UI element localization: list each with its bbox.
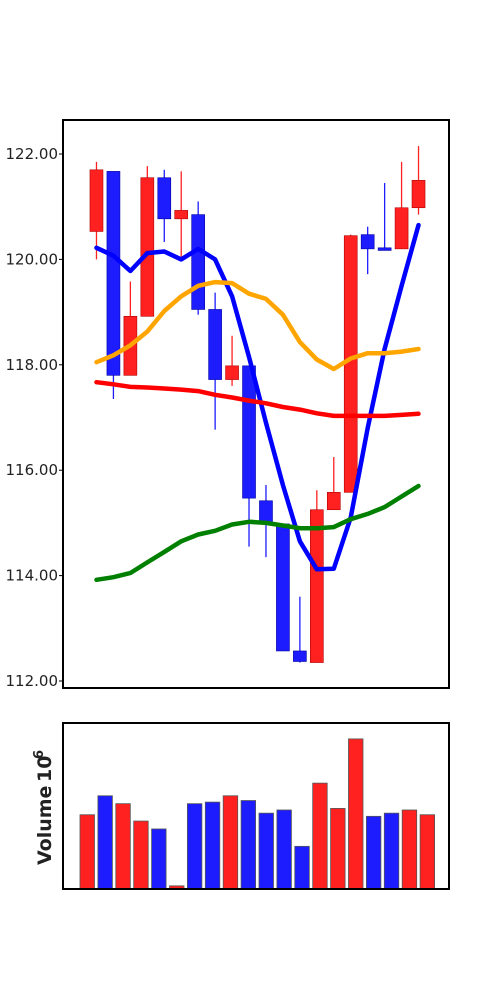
volume-axis-unit-exponent: 6 — [32, 750, 47, 759]
volume-bar — [383, 812, 400, 890]
candle — [123, 281, 138, 376]
candle-body — [140, 177, 155, 317]
y-tick-label: 120.00 — [6, 250, 59, 268]
candle — [140, 166, 155, 317]
candle-body — [310, 509, 324, 663]
candle-body — [360, 234, 375, 250]
candle-body — [242, 365, 256, 499]
candle — [89, 161, 104, 260]
volume-bar — [204, 801, 221, 890]
candle — [411, 146, 426, 215]
candle — [208, 292, 222, 430]
volume-bar — [133, 820, 149, 890]
series-line — [94, 379, 421, 419]
volume-bar — [151, 828, 167, 890]
volume-bar — [115, 803, 131, 890]
candle — [276, 523, 290, 652]
candle — [343, 234, 358, 493]
series-line — [94, 222, 421, 572]
candle — [157, 169, 172, 243]
y-tick-label: 116.00 — [6, 461, 59, 479]
y-tick-label: 122.00 — [6, 145, 59, 163]
candle-body — [394, 207, 409, 250]
volume-bar — [222, 795, 239, 890]
candle — [225, 335, 239, 386]
candle — [326, 457, 341, 511]
candle — [242, 365, 256, 547]
series-line — [94, 279, 421, 372]
candle-body — [191, 214, 205, 310]
volume-bar — [294, 845, 310, 890]
candle-body — [208, 309, 222, 380]
candle — [293, 596, 307, 663]
volume-bar — [419, 814, 436, 890]
volume-plot-frame — [62, 722, 450, 890]
volume-bar — [79, 814, 95, 890]
volume-bar — [276, 809, 292, 890]
candle — [174, 171, 189, 260]
candle — [191, 201, 205, 315]
volume-bar — [186, 803, 203, 890]
candle-body — [89, 169, 104, 232]
volume-bar — [258, 812, 274, 890]
volume-bar — [348, 738, 364, 890]
volume-bar — [97, 795, 113, 890]
candle-body — [225, 365, 239, 380]
volume-bar — [330, 808, 346, 890]
candle-body — [174, 210, 189, 220]
y-tick-label: 114.00 — [6, 567, 59, 585]
candle-body — [377, 247, 392, 251]
candle-body — [276, 523, 290, 652]
candle-body — [293, 650, 307, 662]
volume-bar — [365, 815, 382, 890]
candle — [377, 182, 392, 251]
volume-axis-label: Volume — [34, 786, 56, 865]
candle — [106, 171, 121, 400]
volume-axis-unit-base: 10 — [34, 756, 56, 782]
candle-body — [343, 235, 358, 493]
y-tick-label: 112.00 — [6, 672, 59, 690]
y-tick-label: 118.00 — [6, 356, 59, 374]
candle-body — [326, 492, 341, 511]
candle-body — [157, 177, 172, 220]
candle-body — [411, 180, 426, 209]
candle — [360, 226, 375, 275]
volume-panel — [62, 722, 450, 890]
candle — [310, 490, 324, 663]
candle-body — [106, 171, 121, 376]
price-panel: 112.00 114.00 116.00 118.00 120.00 122.00 — [6, 119, 450, 690]
volume-bar — [312, 782, 328, 890]
candle — [394, 161, 409, 250]
volume-bar — [240, 800, 257, 890]
volume-bar — [401, 809, 418, 890]
price-plot-frame — [62, 119, 450, 689]
series-line — [94, 483, 421, 583]
